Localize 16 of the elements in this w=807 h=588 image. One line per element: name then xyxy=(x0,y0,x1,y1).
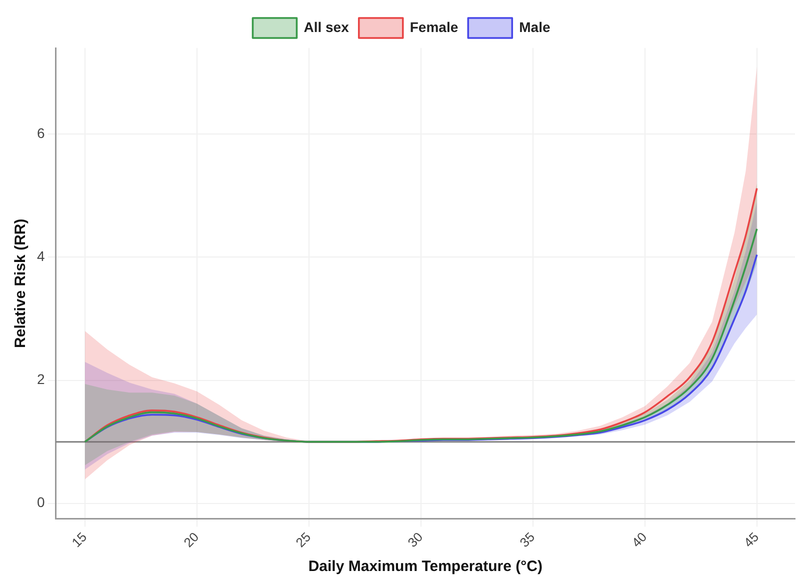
y-axis-title: Relative Risk (RR) xyxy=(12,218,30,348)
legend-label: Male xyxy=(519,18,550,35)
x-tick-label: 15 xyxy=(68,529,90,550)
x-tick-label: 45 xyxy=(740,529,762,550)
legend-label: All sex xyxy=(304,18,350,35)
x-tick-label: 25 xyxy=(292,529,314,550)
x-tick-label: 35 xyxy=(516,529,538,550)
x-tick-label: 20 xyxy=(180,529,202,550)
y-tick-label: 6 xyxy=(36,125,45,142)
y-tick-label: 0 xyxy=(36,494,45,510)
x-tick-label: 30 xyxy=(404,529,426,550)
y-tick-label: 2 xyxy=(36,371,45,388)
x-tick-label: 40 xyxy=(628,529,650,550)
y-tick-label: 4 xyxy=(36,248,45,264)
x-axis-title: Daily Maximum Temperature (°C) xyxy=(308,558,542,576)
legend-label: Female xyxy=(410,18,458,35)
